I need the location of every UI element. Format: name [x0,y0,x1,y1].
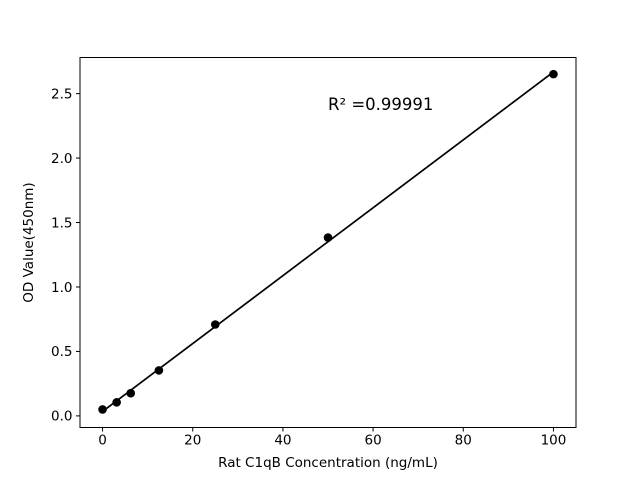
y-tick-label: 2.0 [51,151,72,167]
x-axis-label: Rat C1qB Concentration (ng/mL) [218,455,438,471]
r-squared-annotation: R² =0.99991 [328,95,433,114]
x-tick-label: 20 [184,433,201,449]
data-point [210,320,220,329]
y-tick-label: 1.0 [51,280,72,296]
data-point [549,69,558,79]
x-tick-label: 80 [455,433,472,449]
data-point [154,366,164,375]
data-point [98,405,107,414]
data-point [323,233,333,242]
x-tick-label: 60 [364,433,381,449]
data-point [126,388,136,398]
x-tick-label: 40 [274,433,291,449]
y-axis-ticks: 0.0 0.5 1.0 1.5 2.0 2.5 [51,86,80,425]
y-tick-label: 0.5 [51,344,72,360]
y-tick-label: 1.5 [51,215,72,231]
x-axis-ticks: 0 20 40 60 80 100 [98,427,567,449]
x-tick-label: 0 [98,433,107,449]
y-tick-label: 2.5 [51,86,72,102]
y-axis-label: OD Value(450nm) [21,182,37,302]
y-tick-label: 0.0 [51,409,72,425]
x-tick-label: 100 [541,433,567,449]
data-point [112,398,121,407]
data-series [98,69,558,414]
